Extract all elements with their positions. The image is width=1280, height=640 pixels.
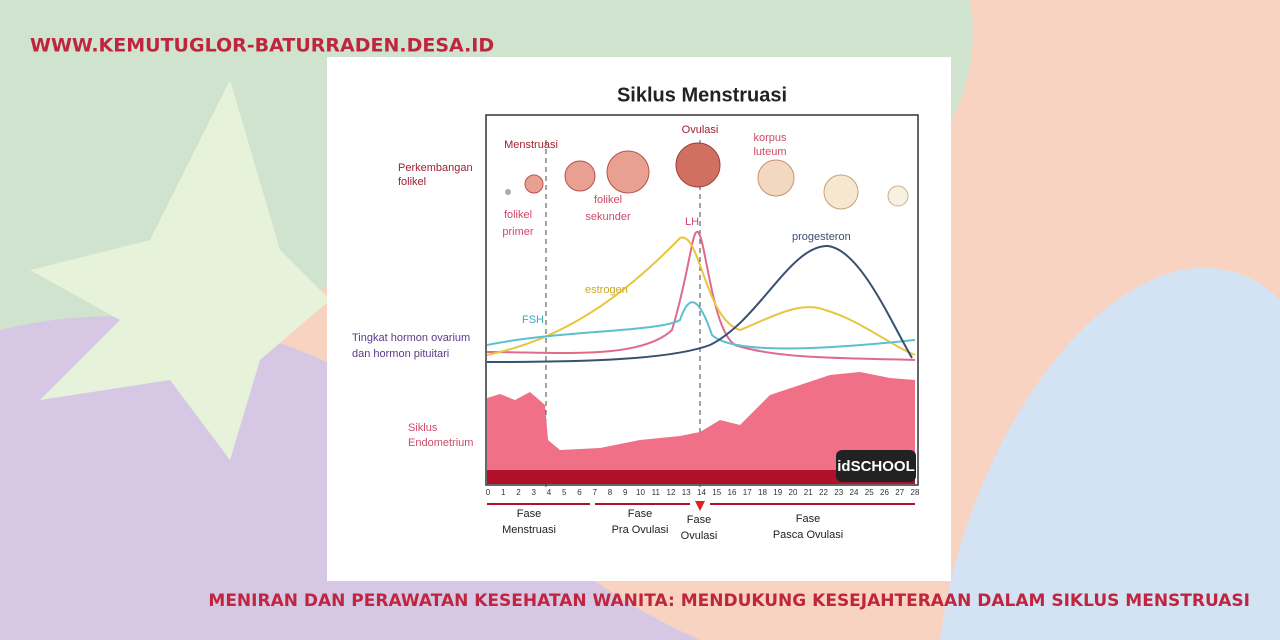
day-label: 4 (547, 488, 552, 497)
follicle (505, 189, 511, 195)
follicle (675, 142, 721, 188)
phase-label: Ovulasi (681, 530, 718, 542)
phase-label: Menstruasi (502, 524, 556, 536)
day-label: 10 (636, 488, 645, 497)
day-label: 12 (667, 488, 676, 497)
hormone-label: Tingkat hormon ovarium (352, 332, 470, 344)
korpus-label: luteum (753, 146, 786, 158)
star-shape (30, 80, 330, 460)
follicle-label: folikel (398, 176, 426, 188)
lh-label: LH (685, 216, 699, 228)
follicle-label: Perkembangan (398, 162, 473, 174)
phase-label: Fase (628, 508, 652, 520)
diagram-frame (485, 114, 919, 486)
phase-label: Pra Ovulasi (612, 524, 669, 536)
day-label: 3 (532, 488, 537, 497)
endometrium (487, 372, 915, 472)
corpus (823, 174, 859, 210)
day-label: 20 (789, 488, 798, 497)
lh-curve (486, 230, 916, 361)
diagram-panel (327, 57, 951, 581)
endometrium-base (487, 470, 915, 484)
endometrium-label: Endometrium (408, 437, 473, 449)
day-label: 27 (895, 488, 904, 497)
hormone-label: dan hormon pituitari (352, 348, 449, 360)
watermark: idSCHOOL (837, 458, 915, 475)
day-label: 18 (758, 488, 767, 497)
day-label: 9 (623, 488, 628, 497)
site-url: WWW.KEMUTUGLOR-BATURRADEN.DESA.ID (30, 35, 494, 57)
fsh-label: FSH (522, 314, 544, 326)
phase-label: Pasca Ovulasi (773, 529, 843, 541)
ovulation-arrow (695, 501, 705, 511)
follicle (524, 174, 544, 194)
estrogen-label: estrogen (585, 284, 628, 296)
primer-label: folikel (504, 209, 532, 221)
phase-label: Fase (796, 513, 820, 525)
progesteron-label: progesteron (792, 231, 851, 243)
phase-label: Fase (517, 508, 541, 520)
day-label: 0 (486, 488, 491, 497)
day-label: 22 (819, 488, 828, 497)
day-label: 2 (516, 488, 521, 497)
day-label: 28 (911, 488, 920, 497)
day-label: 7 (593, 488, 598, 497)
sekunder-label: sekunder (585, 211, 631, 223)
corpus (887, 185, 909, 207)
day-label: 1 (501, 488, 506, 497)
endometrium-label: Siklus (408, 422, 438, 434)
day-label: 13 (682, 488, 691, 497)
diagram-title: Siklus Menstruasi (617, 84, 787, 106)
fsh-curve (486, 301, 916, 350)
ovulasi-label: Ovulasi (682, 124, 719, 136)
day-label: 6 (577, 488, 582, 497)
watermark-box (836, 450, 916, 482)
day-label: 24 (850, 488, 859, 497)
day-label: 26 (880, 488, 889, 497)
progesteron-curve (486, 244, 913, 363)
day-label: 19 (773, 488, 782, 497)
headline: MENIRAN DAN PERAWATAN KESEHATAN WANITA: … (208, 591, 1250, 611)
day-label: 16 (728, 488, 737, 497)
follicle (606, 150, 650, 194)
day-label: 15 (712, 488, 721, 497)
sekunder-label: folikel (594, 194, 622, 206)
blob-blue (940, 267, 1280, 640)
day-label: 17 (743, 488, 752, 497)
day-label: 5 (562, 488, 567, 497)
phase-label: Fase (687, 514, 711, 526)
estrogen-curve (486, 236, 916, 356)
day-label: 23 (834, 488, 843, 497)
day-label: 8 (608, 488, 613, 497)
corpus (757, 159, 795, 197)
primer-label: primer (502, 226, 534, 238)
day-label: 14 (697, 488, 706, 497)
menstruasi-label: Menstruasi (504, 139, 558, 151)
follicle (564, 160, 596, 192)
day-label: 25 (865, 488, 874, 497)
day-label: 21 (804, 488, 813, 497)
day-label: 11 (652, 488, 661, 497)
korpus-label: korpus (753, 132, 787, 144)
